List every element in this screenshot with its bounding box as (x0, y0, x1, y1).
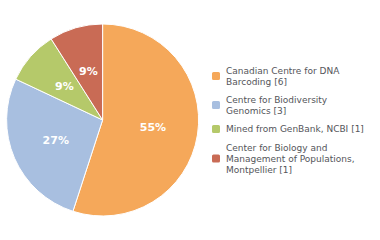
svg-text:9%: 9% (55, 80, 74, 93)
svg-text:27%: 27% (43, 134, 69, 147)
svg-text:Management of Populations,: Management of Populations, (226, 154, 355, 164)
svg-text:Centre for Biodiversity: Centre for Biodiversity (226, 95, 328, 105)
svg-text:Barcoding [6]: Barcoding [6] (226, 77, 287, 87)
svg-text:Genomics [3]: Genomics [3] (226, 106, 286, 116)
svg-text:55%: 55% (140, 121, 166, 134)
svg-text:9%: 9% (79, 65, 98, 78)
svg-text:Mined from GenBank, NCBI [1]: Mined from GenBank, NCBI [1] (226, 124, 364, 134)
svg-text:Canadian Centre for DNA: Canadian Centre for DNA (226, 66, 340, 76)
svg-text:Center for Biology and: Center for Biology and (226, 143, 327, 153)
svg-text:Montpellier [1]: Montpellier [1] (226, 165, 292, 175)
